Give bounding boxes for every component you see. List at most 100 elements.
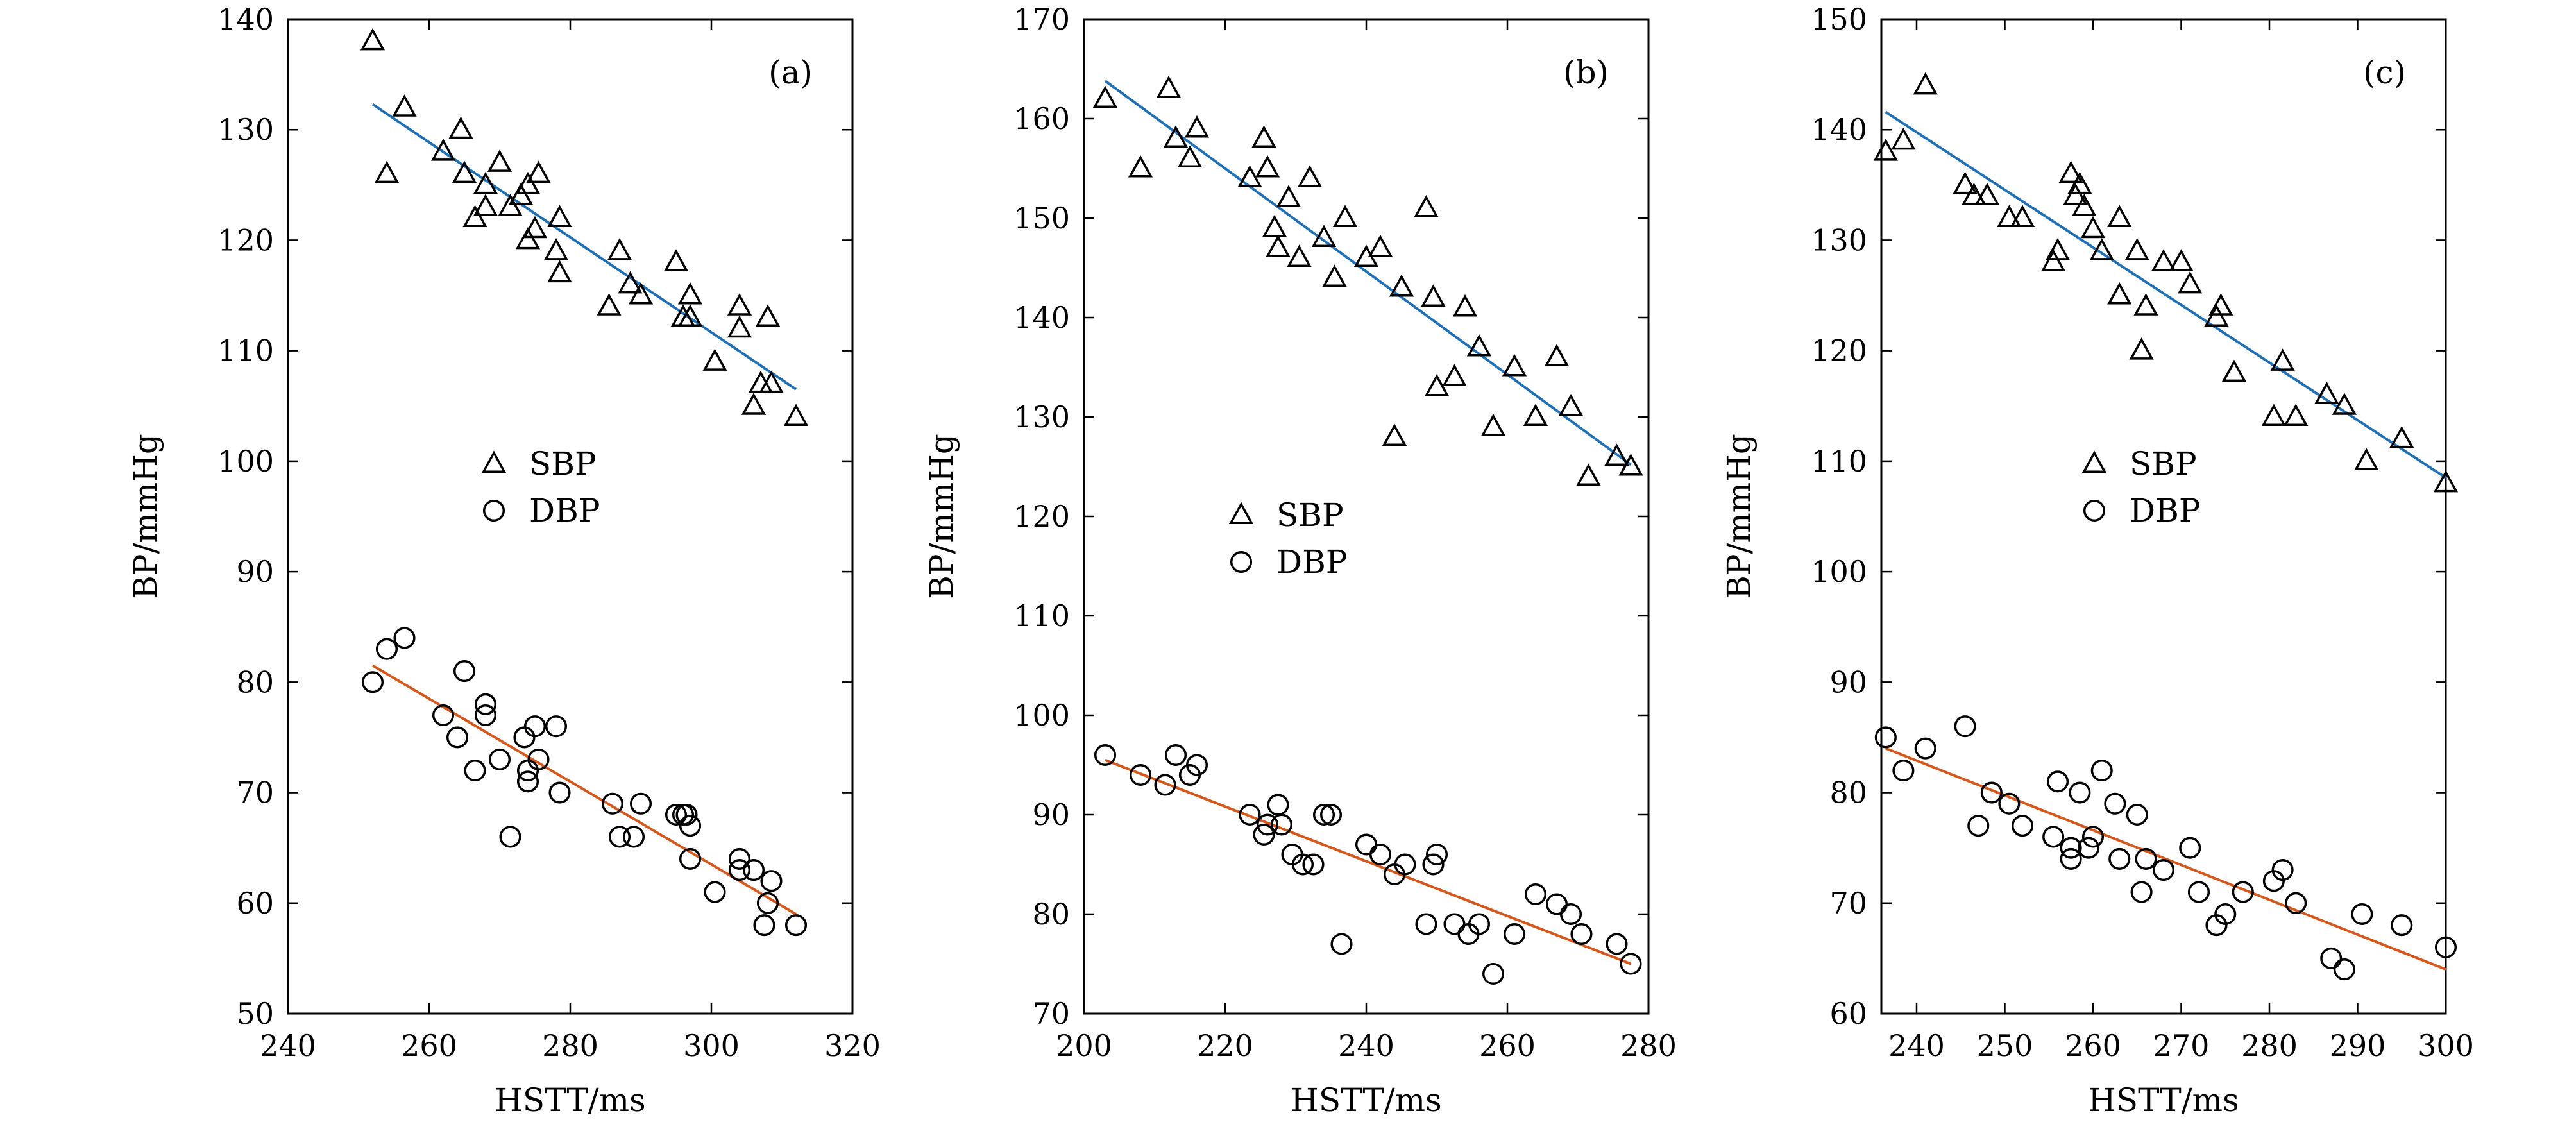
y-axis-title: BP/mmHg [127, 434, 164, 599]
dbp-point [1892, 760, 1915, 782]
chart-panel-a: 240 260 280 300 320 50 60 70 80 90 100 110 120 130 140… [127, 2, 881, 1119]
dbp-fit-line [1885, 747, 2446, 971]
sbp-point [515, 171, 541, 194]
x-tick-label: 280 [542, 1028, 598, 1063]
legend-label-sbp: SBP [2130, 445, 2197, 482]
dbp-point [2135, 847, 2157, 870]
dbp-point [622, 826, 645, 848]
sbp-point [2072, 194, 2097, 216]
dbp-point [1094, 744, 1117, 767]
sbp-point [1156, 75, 1182, 98]
sbp-point [1382, 423, 1407, 446]
y-tick-label: 150 [1811, 2, 1867, 37]
sbp-point [487, 149, 513, 172]
sbp-point [547, 205, 572, 227]
sbp-point [2332, 393, 2357, 415]
sbp-point [1421, 284, 1446, 307]
x-tick-label: 240 [1338, 1028, 1394, 1063]
dbp-point [527, 748, 550, 770]
y-tick-label: 90 [1829, 665, 1867, 699]
y-tick-label: 70 [1032, 996, 1070, 1031]
sbp-point [2133, 293, 2158, 316]
sbp-point [1389, 274, 1414, 297]
dbp-point [1503, 922, 1526, 946]
sbp-point [1953, 171, 1978, 194]
sbp-point [755, 304, 781, 327]
dbp-point [2179, 837, 2201, 859]
dbp-point [2152, 859, 2175, 881]
sbp-point [452, 160, 477, 183]
dbp-point [1422, 853, 1445, 876]
y-tick-label: 150 [1013, 201, 1070, 235]
sbp-point [1311, 225, 1337, 247]
sbp-point [1618, 453, 1643, 476]
dbp-point [2060, 847, 2082, 870]
dbp-point [1154, 774, 1176, 796]
dbp-point [679, 815, 702, 837]
dbp-point [2130, 881, 2153, 903]
dbp-point [2320, 947, 2343, 969]
dbp-point [2046, 770, 2069, 793]
sbp-point [783, 404, 809, 426]
dbp-point [2285, 892, 2307, 914]
legend-triangle-icon [481, 450, 507, 473]
dbp-point [753, 914, 775, 937]
dbp-point [704, 881, 726, 903]
y-tick-label: 80 [1032, 897, 1070, 931]
sbp-point [2080, 216, 2106, 239]
sbp-point [1873, 139, 1898, 161]
x-tick-label: 280 [1620, 1028, 1677, 1063]
sbp-point [607, 238, 632, 260]
dbp-point [1415, 913, 1437, 935]
dbp-point [1874, 726, 1897, 749]
sbp-point [1997, 205, 2022, 227]
sbp-point [618, 271, 643, 294]
y-tick-label: 120 [1811, 334, 1867, 368]
legend-label-dbp: DBP [529, 492, 600, 529]
sbp-point [515, 226, 541, 250]
y-axis-title: BP/mmHg [1720, 434, 1758, 599]
y-tick-label: 160 [1013, 101, 1070, 136]
legend: SBP DBP [1228, 497, 1347, 581]
chart-panel-b: 200 220 240 260 280 70 80 90 100 110 120 130 140 150 1… [923, 2, 1677, 1119]
sbp-point [2270, 348, 2295, 371]
dbp-point [675, 803, 698, 826]
sbp-point [1962, 182, 1987, 205]
dbp-point [513, 726, 536, 749]
y-tick-label: 130 [217, 112, 274, 147]
y-tick-label: 130 [1013, 400, 1070, 434]
dbp-point [2434, 936, 2457, 958]
x-tick-label: 260 [1479, 1028, 1536, 1063]
y-tick-label: 70 [1829, 886, 1867, 921]
x-tick-label: 280 [2241, 1028, 2298, 1063]
sbp-point [677, 304, 703, 327]
y-tick-label: 170 [1013, 2, 1070, 37]
dbp-point [1620, 953, 1642, 975]
dbp-point [1319, 803, 1343, 826]
dbp-point [361, 671, 384, 693]
y-tick-label: 70 [236, 776, 274, 810]
dbp-point [1291, 853, 1314, 876]
y-tick-label: 130 [1811, 223, 1867, 257]
sbp-point [1480, 413, 1506, 436]
sbp-point [2178, 271, 2203, 294]
x-tick-label: 260 [401, 1028, 457, 1063]
dbp-point [548, 781, 571, 804]
dbp-point [2078, 837, 2100, 859]
sbp-point [1163, 125, 1189, 148]
dbp-fit-line [371, 664, 797, 915]
sbp-point [628, 282, 654, 305]
sbp-fit-line [371, 103, 797, 391]
dbp-point [2333, 958, 2355, 981]
sbp-point [727, 315, 752, 338]
dbp-point [2069, 781, 2091, 804]
sbp-point [1544, 344, 1570, 366]
dbp-point [784, 914, 808, 937]
dbp-point [1545, 893, 1568, 915]
dbp-point [1185, 754, 1208, 776]
x-tick-label: 290 [2330, 1028, 2386, 1063]
sbp-point [547, 260, 572, 283]
sbp-point [1177, 145, 1203, 167]
dbp-point [1524, 883, 1547, 906]
sbp-point [526, 160, 551, 183]
